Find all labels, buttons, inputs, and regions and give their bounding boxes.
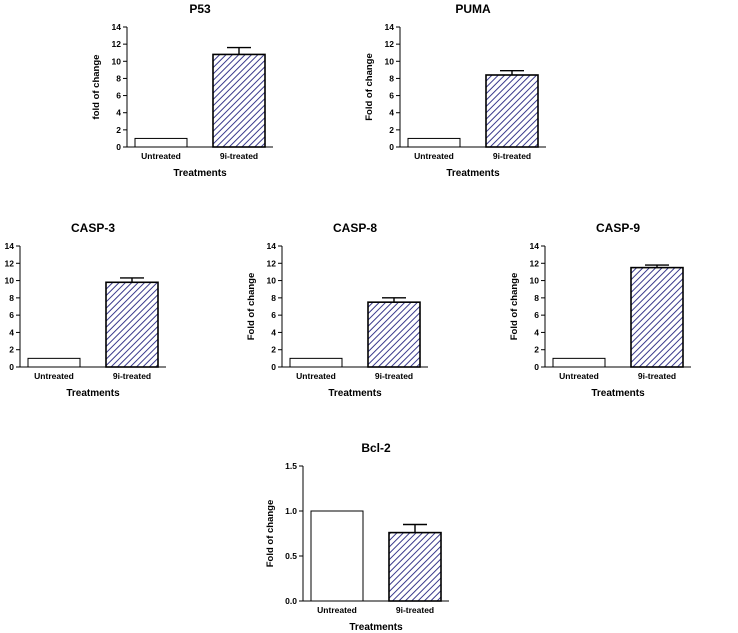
y-tick-label: 14: [267, 241, 277, 251]
bar-9i-treated: [105, 281, 159, 368]
y-tick-label: 8: [389, 73, 394, 83]
x-axis-label: Treatments: [349, 622, 403, 633]
chart-bcl-2: Bcl-2 0.0 0.5 1.0 1.5 Fold of change Untreated…: [265, 441, 449, 633]
y-tick-label: 1.0: [285, 506, 297, 516]
chart-puma: PUMA 0 2 4 6 8 10 12 14 Fold of change Untreated 9i…: [364, 2, 546, 179]
bar-9i-treated: [388, 531, 442, 602]
y-tick-label: 6: [389, 91, 394, 101]
bar-untreated: [310, 510, 364, 602]
chart-casp-3: CASP-302468101214Fold of changeUntreated…: [5, 221, 166, 399]
bar-untreated: [407, 137, 461, 148]
y-tick-label: 0: [9, 362, 14, 372]
y-tick-label: 1.5: [285, 461, 297, 471]
y-tick-label: 12: [112, 39, 122, 49]
y-tick-label: 2: [389, 125, 394, 135]
y-tick-label: 12: [385, 39, 395, 49]
x-category-label: 9i-treated: [375, 371, 413, 381]
y-tick-label: 2: [9, 345, 14, 355]
chart-casp-8: CASP-8 0 2 4 6 8 10 12 14 Fold of change Untreated…: [246, 221, 428, 399]
x-axis-label: Treatments: [328, 388, 382, 399]
y-tick-label: 2: [116, 125, 121, 135]
y-tick-label: 0: [534, 362, 539, 372]
y-tick-label: 14: [5, 241, 15, 251]
y-tick-label: 0.0: [285, 596, 297, 606]
y-axis-label: Fold of change: [509, 273, 520, 341]
y-tick-label: 14: [385, 22, 395, 32]
chart-title: Bcl-2: [361, 441, 391, 455]
y-tick-label: 10: [385, 56, 395, 66]
x-category-label: 9i-treated: [113, 371, 151, 381]
y-tick-label: 2: [534, 345, 539, 355]
x-category-label: Untreated: [414, 151, 454, 161]
y-axis-label: fold of change: [91, 55, 102, 120]
y-tick-label: 6: [534, 310, 539, 320]
y-tick-label: 10: [5, 276, 15, 286]
bar-9i-treated: [212, 53, 266, 148]
x-category-label: Untreated: [296, 371, 336, 381]
x-category-label: Untreated: [559, 371, 599, 381]
x-axis-label: Treatments: [591, 388, 645, 399]
bar-9i-treated: [367, 301, 421, 368]
y-tick-label: 6: [9, 310, 14, 320]
chart-title: P53: [189, 2, 211, 16]
y-tick-label: 4: [389, 108, 394, 118]
y-tick-label: 4: [534, 327, 539, 337]
x-category-label: Untreated: [317, 605, 357, 615]
y-tick-label: 10: [267, 276, 277, 286]
y-tick-label: 6: [116, 91, 121, 101]
y-tick-label: 12: [5, 258, 15, 268]
x-category-label: 9i-treated: [396, 605, 434, 615]
bar-untreated: [552, 357, 606, 368]
y-tick-label: 8: [271, 293, 276, 303]
bar-untreated: [289, 357, 343, 368]
x-category-label: 9i-treated: [220, 151, 258, 161]
y-tick-label: 8: [9, 293, 14, 303]
x-axis-label: Treatments: [173, 168, 227, 179]
y-tick-label: 12: [267, 258, 277, 268]
y-tick-label: 4: [9, 327, 14, 337]
bar-9i-treated: [630, 266, 684, 368]
chart-title: CASP-9: [596, 221, 640, 235]
chart-title: CASP-3: [71, 221, 115, 235]
y-tick-label: 0: [271, 362, 276, 372]
y-tick-label: 4: [116, 108, 121, 118]
y-tick-label: 4: [271, 327, 276, 337]
chart-title: CASP-8: [333, 221, 377, 235]
y-tick-label: 12: [530, 258, 540, 268]
x-category-label: 9i-treated: [638, 371, 676, 381]
y-tick-label: 0: [116, 142, 121, 152]
x-category-label: Untreated: [34, 371, 74, 381]
chart-p53: P53 0 2 4 6 8 10 12 14 fold of change Untreated 9i-…: [91, 2, 273, 179]
y-tick-label: 6: [271, 310, 276, 320]
bar-untreated: [134, 137, 188, 148]
bar-untreated: [27, 357, 81, 368]
x-axis-label: Treatments: [446, 168, 500, 179]
y-tick-label: 8: [116, 73, 121, 83]
y-tick-label: 8: [534, 293, 539, 303]
y-tick-label: 0.5: [285, 551, 297, 561]
y-tick-label: 14: [112, 22, 122, 32]
y-axis-label: Fold of change: [364, 53, 375, 121]
y-tick-label: 0: [389, 142, 394, 152]
x-category-label: 9i-treated: [493, 151, 531, 161]
chart-casp-9: CASP-9 0 2 4 6 8 10 12 14 Fold of change Untreated…: [509, 221, 691, 399]
y-tick-label: 14: [530, 241, 540, 251]
chart-title: PUMA: [455, 2, 491, 16]
y-axis-label: Fold of change: [265, 500, 276, 568]
y-tick-label: 10: [112, 56, 122, 66]
bar-9i-treated: [485, 74, 539, 148]
y-tick-label: 10: [530, 276, 540, 286]
x-category-label: Untreated: [141, 151, 181, 161]
x-axis-label: Treatments: [66, 388, 120, 399]
y-axis-label: Fold of change: [246, 273, 257, 341]
y-tick-label: 2: [271, 345, 276, 355]
